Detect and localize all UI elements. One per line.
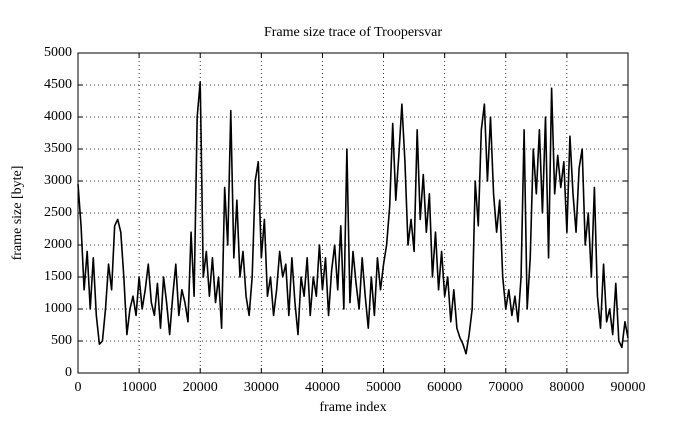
y-tick-label: 500	[51, 333, 72, 348]
y-tick-label: 4000	[44, 109, 72, 124]
x-tick-label: 60000	[427, 380, 462, 395]
x-tick-label: 50000	[366, 380, 401, 395]
y-tick-label: 3000	[44, 173, 72, 188]
chart-title: Frame size trace of Troopersvar	[264, 25, 442, 40]
y-tick-label: 2000	[44, 237, 72, 252]
x-tick-label: 40000	[305, 380, 340, 395]
x-tick-label: 20000	[183, 380, 218, 395]
x-tick-label: 90000	[611, 380, 646, 395]
y-tick-label: 0	[65, 365, 72, 380]
x-axis-label: frame index	[319, 400, 386, 415]
x-tick-label: 0	[75, 380, 82, 395]
x-tick-label: 80000	[549, 380, 584, 395]
x-tick-label: 30000	[244, 380, 279, 395]
y-tick-label: 1000	[44, 301, 72, 316]
y-tick-label: 3500	[44, 141, 72, 156]
data-line	[77, 81, 629, 355]
y-tick-label: 4500	[44, 77, 72, 92]
y-tick-label: 5000	[44, 45, 72, 60]
y-tick-label: 2500	[44, 205, 72, 220]
x-tick-label: 70000	[488, 380, 523, 395]
y-axis-label: frame size [byte]	[10, 166, 25, 261]
x-tick-label: 10000	[122, 380, 157, 395]
y-tick-label: 1500	[44, 269, 72, 284]
